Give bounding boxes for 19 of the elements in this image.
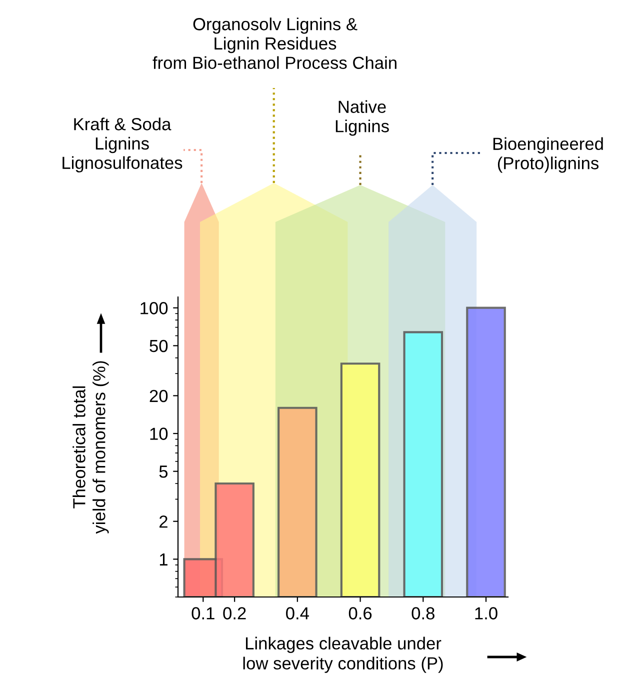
x-tick-label: 0.6 [348,607,372,620]
y-tick-label: 1 [160,554,168,566]
y-tick-label: 20 [150,390,168,402]
y-tick-label: 50 [150,340,168,352]
x-tick-label: 0.4 [286,607,309,620]
band-label: Kraft & Soda Lignins Lignosulfonates [62,118,182,172]
x-tick-label: 0.8 [412,607,434,620]
band-label: Bioengineered (Proto)lignins [493,137,603,173]
x-tick-label: 0.2 [223,607,246,620]
band-label: Native Lignins [336,100,389,136]
y-tick-label: 5 [159,466,168,478]
band-label: Organosolv Lignins & Lignin Residues from Bio-ethanol Process Chain [152,18,396,69]
x-tick-label: 0.1 [192,607,214,620]
y-tick-label: 2 [159,516,168,528]
x-tick-label: 1.0 [475,607,498,620]
y-tick-label: 100 [140,302,168,314]
x-axis-title: Linkages cleavable under low severity conditions (P) [243,636,443,673]
y-tick-label: 10 [150,428,168,440]
y-axis-title: Theoretical total yield of monomers (%) [72,361,109,534]
